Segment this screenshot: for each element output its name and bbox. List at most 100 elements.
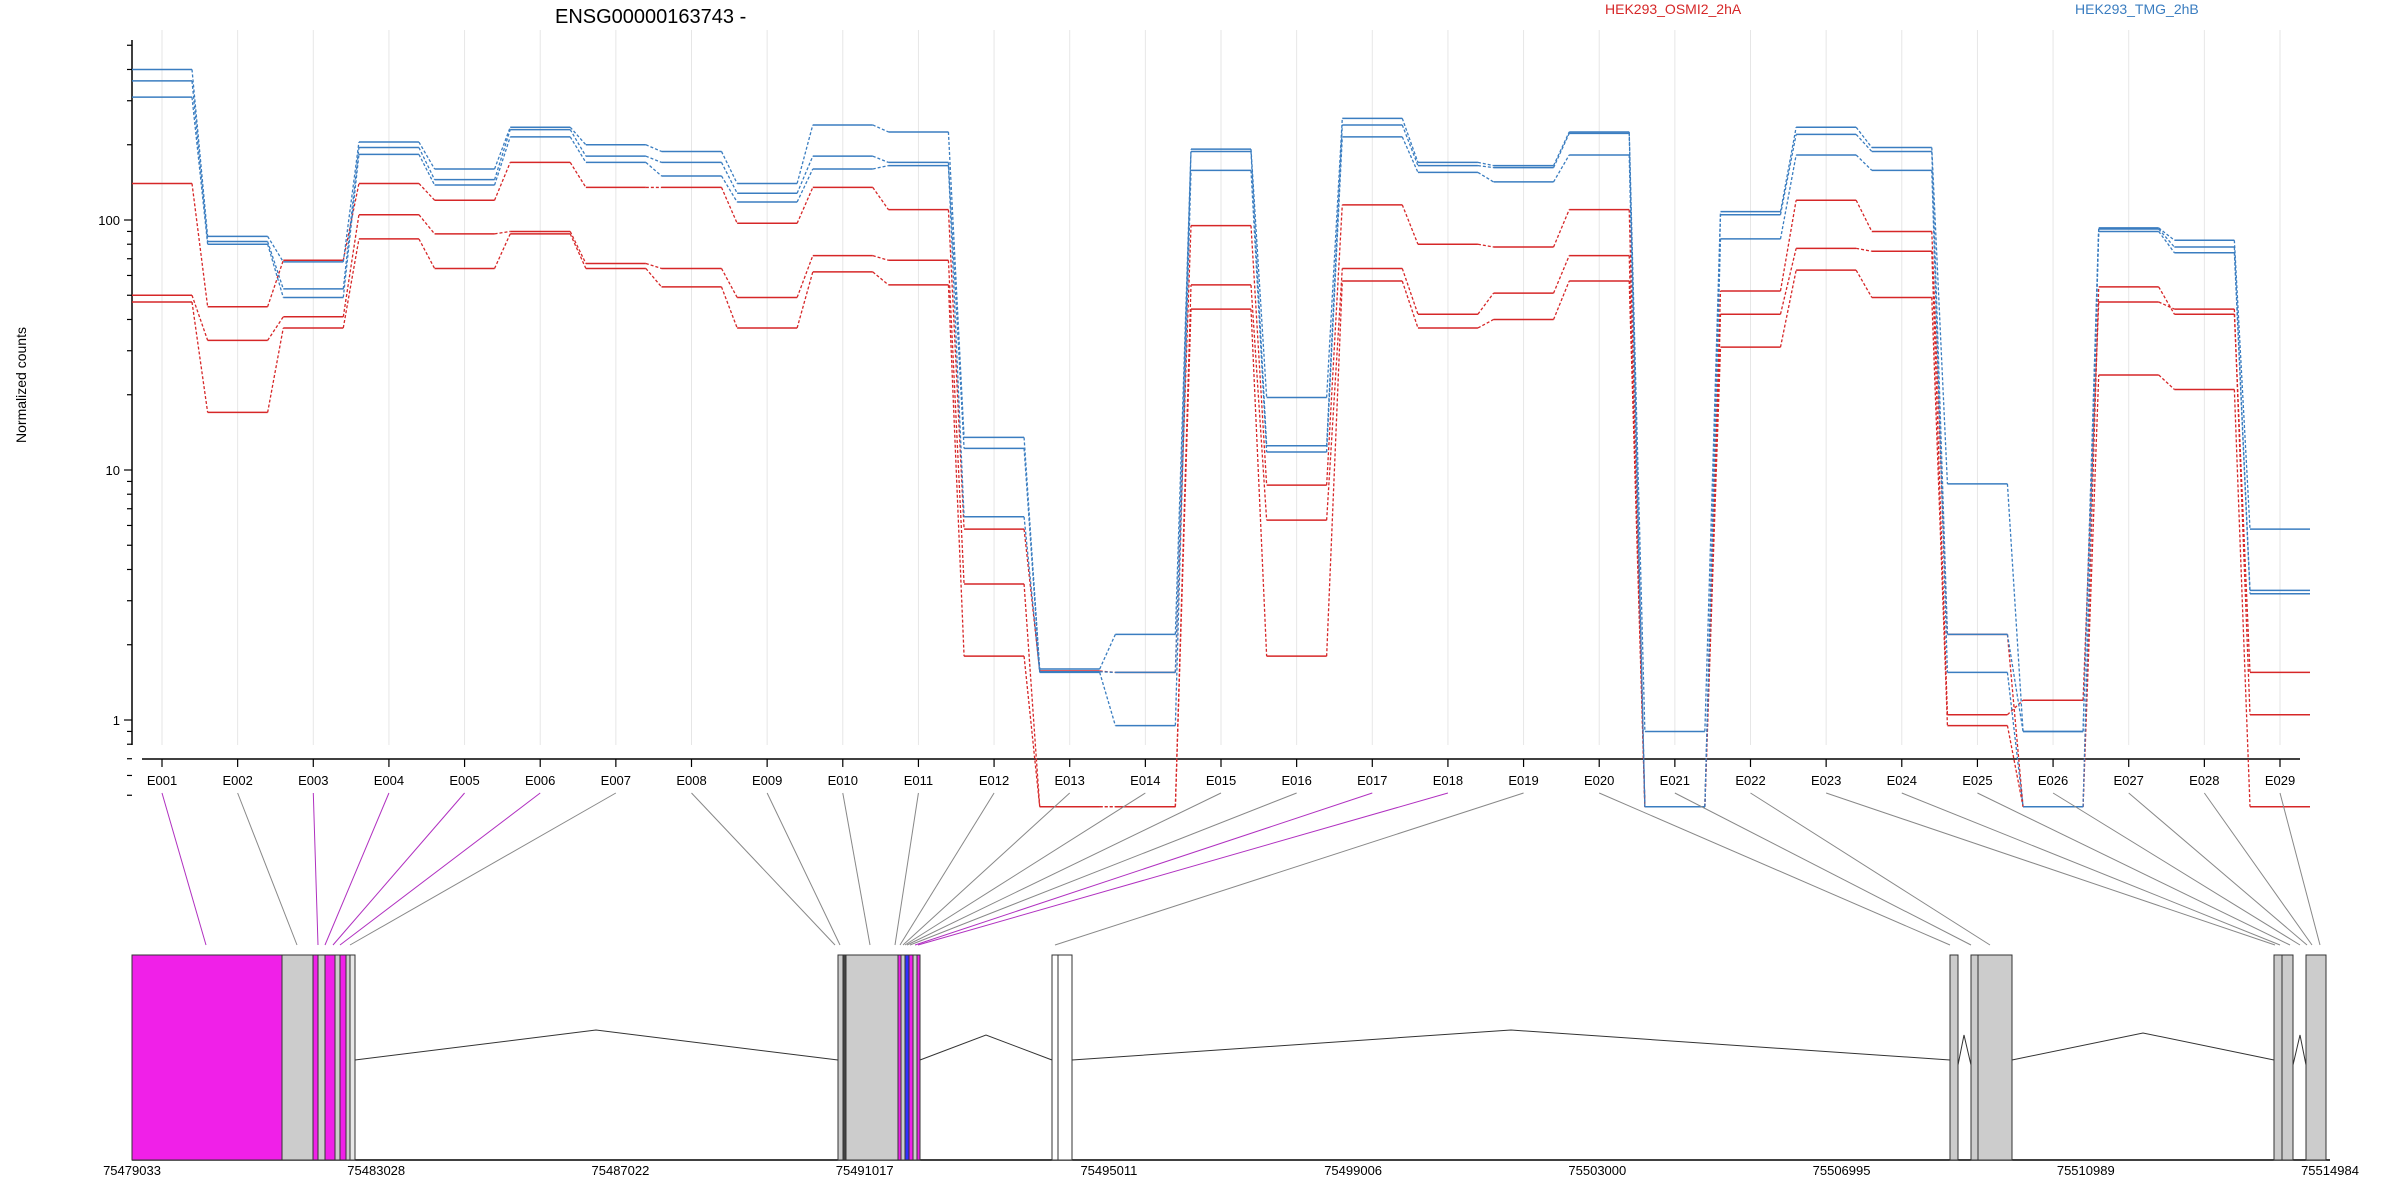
coordinate-label: 75506995 bbox=[1813, 1163, 1871, 1178]
transition-segment bbox=[2158, 374, 2175, 390]
transition-segment bbox=[569, 136, 587, 163]
transition-segment bbox=[1250, 309, 1268, 657]
exon-box bbox=[345, 954, 351, 1161]
x-tick-label: E017 bbox=[1357, 773, 1387, 788]
transition-segment bbox=[2233, 389, 2251, 807]
x-tick-label: E029 bbox=[2265, 773, 2295, 788]
x-tick-label: E021 bbox=[1660, 773, 1690, 788]
x-axis-exon-ticks: E001 E002 E003 E004 E005 E006 E007 E008 E009 E010… bbox=[147, 759, 2295, 788]
transition-segment bbox=[1779, 154, 1797, 240]
exon-box bbox=[912, 954, 918, 1161]
exon-connector bbox=[312, 792, 319, 946]
exon-connector bbox=[1977, 792, 2291, 946]
intron-arc bbox=[354, 1029, 839, 1061]
exon-connector bbox=[909, 792, 1297, 946]
x-tick-label: E010 bbox=[828, 773, 858, 788]
exon-box bbox=[2281, 954, 2294, 1161]
transition-segment bbox=[1779, 127, 1797, 212]
transition-segment bbox=[1552, 131, 1570, 166]
transition-segment bbox=[1628, 281, 1646, 807]
x-tick-label: E019 bbox=[1508, 773, 1538, 788]
exon-box bbox=[837, 954, 844, 1161]
transition-segment bbox=[191, 69, 209, 237]
transition-segment bbox=[1174, 309, 1192, 807]
transition-segment bbox=[1477, 161, 1494, 167]
transition-segment bbox=[1628, 131, 1646, 732]
transition-segment bbox=[947, 284, 965, 657]
transition-segment bbox=[872, 187, 889, 211]
exon-connector bbox=[1750, 792, 1991, 946]
transition-segment bbox=[1099, 634, 1116, 670]
transition-segment bbox=[1401, 136, 1419, 173]
transition-segment bbox=[1552, 133, 1570, 168]
exon-box bbox=[2305, 954, 2327, 1161]
x-tick-label: E001 bbox=[147, 773, 177, 788]
transition-segment bbox=[1855, 269, 1873, 298]
transition-segment bbox=[1174, 170, 1192, 726]
transition-segment bbox=[191, 183, 209, 307]
transition-segment bbox=[1099, 672, 1116, 726]
transition-segment bbox=[1477, 292, 1495, 315]
transition-segment bbox=[796, 168, 814, 203]
transition-segment bbox=[418, 147, 436, 180]
transition-segment bbox=[1023, 516, 1041, 673]
transition-segment bbox=[1477, 318, 1494, 329]
transition-segment bbox=[1401, 268, 1419, 315]
exon-connector bbox=[161, 792, 207, 946]
transition-segment bbox=[1174, 151, 1192, 673]
transition-segment bbox=[872, 255, 889, 261]
transition-segment bbox=[2158, 228, 2175, 248]
transition-segment bbox=[1779, 248, 1797, 315]
x-tick-label: E022 bbox=[1735, 773, 1765, 788]
coordinate-label: 75491017 bbox=[836, 1163, 894, 1178]
transition-segment bbox=[796, 187, 814, 224]
exon-box bbox=[845, 954, 899, 1161]
transition-segment bbox=[872, 271, 889, 286]
exon-connector bbox=[906, 792, 1222, 946]
exon-connector bbox=[2052, 792, 2301, 946]
transition-segment bbox=[1704, 347, 1722, 807]
exon-box bbox=[1977, 954, 2013, 1161]
transition-segment bbox=[1477, 164, 1494, 169]
exon-connector bbox=[904, 792, 1146, 946]
transition-segment bbox=[1779, 200, 1797, 292]
transition-segment bbox=[1325, 281, 1343, 657]
y-axis-label: Normalized counts bbox=[13, 327, 29, 443]
chart-title: ENSG00000163743 - bbox=[555, 6, 746, 28]
transition-segment bbox=[720, 162, 738, 194]
exon-connector bbox=[1825, 792, 2276, 946]
transition-segment bbox=[569, 233, 587, 269]
transition-segment bbox=[1552, 255, 1570, 294]
exon-connector-lines bbox=[161, 792, 2321, 946]
exon-connector bbox=[842, 792, 871, 946]
transition-segment bbox=[2006, 483, 2024, 732]
x-tick-label: E015 bbox=[1206, 773, 1236, 788]
transition-segment bbox=[2006, 699, 2024, 716]
transition-segment bbox=[267, 260, 284, 307]
transition-segment bbox=[1325, 204, 1343, 486]
transition-segment bbox=[569, 162, 587, 188]
transition-segment bbox=[2082, 231, 2100, 807]
transition-segment bbox=[947, 131, 965, 438]
transition-segment bbox=[2233, 240, 2251, 530]
exon-box bbox=[1057, 954, 1073, 1161]
exon-connector bbox=[766, 792, 841, 946]
transition-segment bbox=[645, 155, 662, 163]
transition-segment bbox=[1855, 133, 1873, 152]
exon-connector bbox=[339, 792, 541, 946]
transition-segment bbox=[720, 286, 738, 329]
transition-segment bbox=[1779, 134, 1797, 215]
exon-connector bbox=[2279, 792, 2321, 946]
transition-segment bbox=[1553, 154, 1570, 183]
exon-box bbox=[281, 954, 314, 1161]
transition-segment bbox=[342, 147, 360, 290]
transition-segment bbox=[267, 316, 284, 341]
transition-segment bbox=[947, 162, 965, 449]
plot-axes: 1 10 100 bbox=[98, 40, 2300, 796]
x-tick-label: E026 bbox=[2038, 773, 2068, 788]
transition-segment bbox=[645, 268, 662, 288]
intron-arc bbox=[2011, 1032, 2275, 1061]
transition-segment bbox=[1325, 268, 1343, 521]
exon-box bbox=[1949, 954, 1959, 1161]
x-tick-label: E012 bbox=[979, 773, 1009, 788]
